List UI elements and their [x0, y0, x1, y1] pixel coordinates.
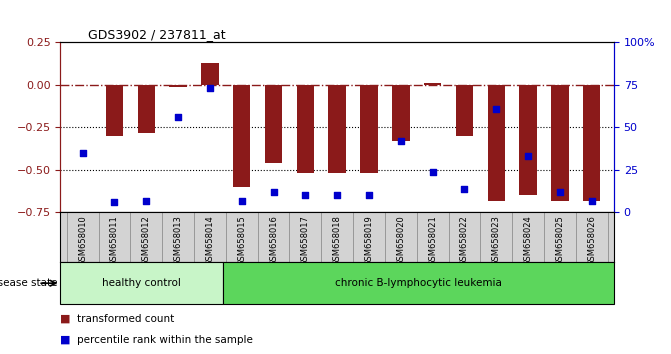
Text: disease state: disease state: [0, 278, 57, 288]
Point: [395, 138, 406, 144]
Point: [236, 198, 247, 203]
Point: [77, 150, 88, 156]
Bar: [169, 85, 187, 87]
Point: [109, 199, 120, 205]
Point: [586, 198, 597, 203]
Text: GSM658017: GSM658017: [301, 215, 310, 266]
Bar: [328, 85, 346, 173]
Bar: [106, 85, 123, 136]
Bar: [233, 85, 250, 187]
Text: GSM658022: GSM658022: [460, 215, 469, 266]
Point: [332, 193, 343, 198]
Text: GSM658020: GSM658020: [397, 215, 405, 266]
Text: ■: ■: [60, 335, 71, 345]
Text: GSM658018: GSM658018: [333, 215, 342, 266]
Point: [523, 154, 533, 159]
Text: percentile rank within the sample: percentile rank within the sample: [77, 335, 253, 345]
Point: [491, 106, 502, 112]
Bar: [456, 85, 473, 136]
Text: GDS3902 / 237811_at: GDS3902 / 237811_at: [88, 28, 225, 41]
Bar: [519, 85, 537, 195]
Bar: [223, 262, 614, 304]
Text: GSM658010: GSM658010: [78, 215, 87, 266]
Text: GSM658026: GSM658026: [587, 215, 597, 266]
Text: GSM658011: GSM658011: [110, 215, 119, 266]
Text: GSM658014: GSM658014: [205, 215, 215, 266]
Bar: [583, 85, 601, 200]
Point: [459, 186, 470, 192]
Text: GSM658024: GSM658024: [523, 215, 533, 266]
Bar: [60, 262, 223, 304]
Text: ■: ■: [60, 314, 71, 324]
Text: GSM658016: GSM658016: [269, 215, 278, 266]
Text: GSM658021: GSM658021: [428, 215, 437, 266]
Text: transformed count: transformed count: [77, 314, 174, 324]
Bar: [392, 85, 409, 141]
Text: GSM658015: GSM658015: [238, 215, 246, 266]
Bar: [424, 83, 442, 85]
Bar: [360, 85, 378, 173]
Text: GSM658025: GSM658025: [556, 215, 564, 266]
Text: GSM658013: GSM658013: [174, 215, 183, 266]
Bar: [265, 85, 282, 163]
Bar: [138, 85, 155, 132]
Text: GSM658023: GSM658023: [492, 215, 501, 266]
Bar: [201, 63, 219, 85]
Text: GSM658012: GSM658012: [142, 215, 151, 266]
Point: [172, 114, 183, 120]
Text: GSM658019: GSM658019: [364, 215, 374, 266]
Text: chronic B-lymphocytic leukemia: chronic B-lymphocytic leukemia: [335, 278, 502, 288]
Point: [141, 198, 152, 203]
Bar: [297, 85, 314, 173]
Point: [300, 193, 311, 198]
Bar: [551, 85, 568, 200]
Text: healthy control: healthy control: [103, 278, 181, 288]
Point: [554, 189, 565, 195]
Bar: [488, 85, 505, 200]
Point: [427, 169, 438, 175]
Point: [205, 86, 215, 91]
Point: [364, 193, 374, 198]
Point: [268, 189, 279, 195]
